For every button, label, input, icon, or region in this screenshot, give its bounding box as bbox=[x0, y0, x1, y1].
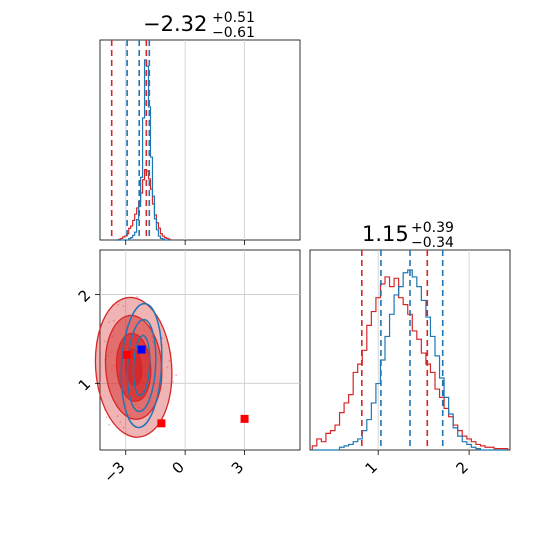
title-param-b-sub: −0.34 bbox=[411, 235, 454, 251]
scatter-ytick-label: 1 bbox=[75, 375, 94, 394]
hist-a-blue-series bbox=[114, 59, 171, 241]
hist-b-xtick-label: 2 bbox=[452, 458, 471, 477]
scatter-point bbox=[119, 421, 122, 424]
contour-blue-level bbox=[120, 302, 163, 429]
title-param-a-sup: +0.51 bbox=[212, 10, 255, 26]
hist-b-panel bbox=[311, 250, 509, 451]
scatter-frame bbox=[99, 249, 301, 451]
scatter-point bbox=[166, 366, 169, 369]
scatter-point bbox=[136, 295, 139, 298]
title-param-a: −2.32 bbox=[143, 12, 207, 36]
scatter-point bbox=[122, 304, 125, 307]
scatter-point bbox=[117, 303, 120, 306]
marker-red bbox=[240, 414, 249, 423]
scatter-point bbox=[172, 381, 175, 383]
scatter-point bbox=[108, 423, 111, 426]
hist-a-panel bbox=[110, 40, 245, 241]
scatter-point bbox=[175, 374, 178, 376]
hist-b-red-series bbox=[311, 276, 509, 450]
hist-a-frame bbox=[99, 39, 301, 241]
scatter-ytick-label: 2 bbox=[75, 286, 94, 305]
title-param-b: 1.15 bbox=[362, 222, 409, 246]
scatter-point bbox=[108, 321, 110, 323]
scatter-xtick-label: −3 bbox=[100, 458, 128, 486]
scatter-point bbox=[168, 359, 171, 362]
scatter-point bbox=[105, 416, 108, 419]
marker-red bbox=[122, 350, 131, 359]
title-param-b-sup: +0.39 bbox=[411, 220, 454, 236]
marker-blue bbox=[137, 345, 146, 354]
scatter-panel bbox=[94, 250, 300, 450]
marker-red bbox=[157, 419, 166, 428]
scatter-point bbox=[116, 415, 119, 418]
scatter-xtick-label: 0 bbox=[168, 458, 187, 477]
scatter-point bbox=[112, 319, 115, 322]
hist-a-red-series bbox=[114, 168, 171, 241]
contour-blue-level bbox=[132, 334, 151, 397]
scatter-point bbox=[104, 340, 106, 343]
contour-blue-level bbox=[126, 318, 157, 413]
title-param-a-sub: −0.61 bbox=[212, 25, 255, 41]
hist-b-xtick-label: 1 bbox=[362, 458, 381, 477]
scatter-point bbox=[122, 426, 125, 429]
scatter-xtick-label: 3 bbox=[228, 458, 247, 477]
